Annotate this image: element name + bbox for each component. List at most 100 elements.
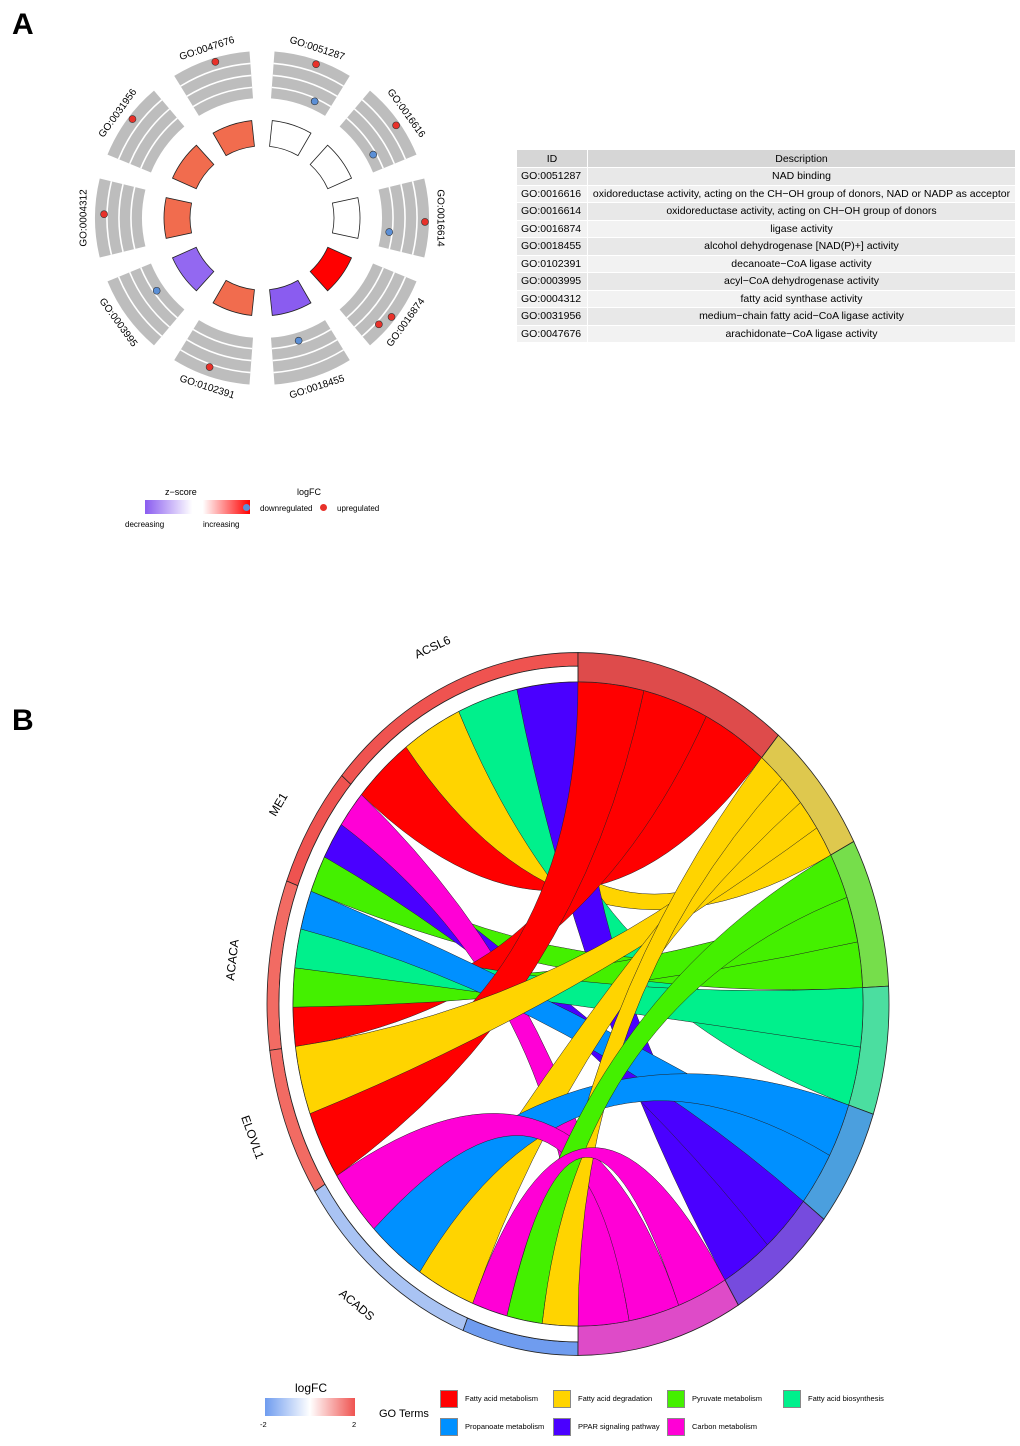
table-row: GO:0004312 fatty acid synthase activity bbox=[517, 289, 1016, 308]
term-grid-line bbox=[346, 117, 384, 169]
term-grid-line bbox=[361, 276, 407, 337]
term-id-label: GO:0016614 bbox=[434, 189, 445, 247]
table-row: GO:0016616 oxidoreductase activity, actin… bbox=[517, 184, 1016, 203]
gene-label: ACACA bbox=[223, 939, 242, 982]
term-grid-line bbox=[180, 349, 251, 374]
term-outer-track bbox=[95, 178, 146, 258]
gene-label: ACSL6 bbox=[412, 633, 453, 662]
go-term-legend-label: Fatty acid biosynthesis bbox=[808, 1394, 884, 1403]
term-grid-line bbox=[346, 267, 384, 319]
table-cell-description: fatty acid synthase activity bbox=[587, 289, 1016, 308]
table-cell-id: GO:0004312 bbox=[517, 289, 588, 308]
zscore-gradient-bar bbox=[145, 500, 250, 514]
term-grid-line bbox=[130, 186, 136, 250]
term-outer-track bbox=[107, 263, 185, 346]
table-cell-description: oxidoreductase activity, acting on CH−OH… bbox=[587, 202, 1016, 220]
table-row: GO:0031956 medium−chain fatty acid−CoA li… bbox=[517, 307, 1016, 325]
gene-logfc-point bbox=[152, 286, 161, 295]
table-cell-id: GO:0047676 bbox=[517, 324, 588, 342]
gene-logfc-point bbox=[128, 115, 137, 123]
chord-logfc-gradient-bar bbox=[265, 1398, 355, 1416]
go-term-legend-label: Propanoate metabolism bbox=[465, 1422, 545, 1431]
term-grid-line bbox=[411, 181, 418, 255]
term-outer-track bbox=[378, 178, 429, 258]
table-header-id: ID bbox=[517, 150, 588, 168]
table-cell-id: GO:0031956 bbox=[517, 307, 588, 325]
gene-logfc-point bbox=[312, 60, 320, 69]
go-term-legend-label: Carbon metabolism bbox=[692, 1422, 758, 1431]
term-zscore-bar bbox=[171, 246, 215, 292]
gene-logfc-point bbox=[387, 313, 396, 321]
term-grid-line bbox=[273, 349, 344, 374]
term-zscore-bar bbox=[269, 120, 312, 157]
table-cell-description: acyl−CoA dehydrogenase activity bbox=[587, 272, 1016, 290]
zscore-decreasing-label: decreasing bbox=[125, 520, 165, 529]
table-cell-id: GO:0016874 bbox=[517, 219, 588, 238]
panel-b-letter: B bbox=[12, 704, 34, 737]
table-header-row: ID Description bbox=[517, 150, 1016, 168]
term-grid-line bbox=[272, 338, 338, 362]
gene-logfc-point bbox=[375, 320, 383, 329]
zscore-increasing-label: increasing bbox=[203, 520, 240, 529]
term-zscore-bar bbox=[269, 279, 312, 316]
table-row: GO:0018455 alcohol dehydrogenase [NAD(P)+… bbox=[517, 237, 1016, 255]
gene-logfc-point bbox=[211, 58, 220, 66]
panel-a-letter: A bbox=[12, 8, 34, 41]
gene-logfc-point bbox=[385, 228, 394, 236]
go-term-table: ID Description GO:0051287 NAD binding GO:… bbox=[517, 150, 1016, 342]
term-id-label: GO:0004312 bbox=[79, 189, 90, 247]
table-row: GO:0016874 ligase activity bbox=[517, 219, 1016, 238]
term-grid-line bbox=[271, 86, 332, 108]
term-grid-line bbox=[128, 108, 171, 165]
upregulated-dot-icon bbox=[320, 504, 327, 511]
logfc-legend-title: logFC bbox=[297, 487, 322, 497]
term-grid-line bbox=[106, 181, 113, 255]
panel-a-legend: z−score decreasing increasing logFC down… bbox=[115, 485, 415, 540]
go-term-swatch-icon bbox=[783, 1390, 801, 1408]
table-header-description: Description bbox=[587, 150, 1016, 168]
term-grid-line bbox=[117, 99, 163, 160]
go-term-legend-label: PPAR signaling pathway bbox=[578, 1422, 660, 1431]
table-cell-id: GO:0102391 bbox=[517, 254, 588, 273]
go-term-legend-label: Fatty acid degradation bbox=[578, 1394, 653, 1403]
go-term-swatch-icon bbox=[667, 1390, 685, 1408]
term-grid-line bbox=[180, 62, 251, 87]
gene-logfc-point bbox=[100, 210, 108, 219]
gene-logfc-point bbox=[310, 97, 319, 106]
panel-b-legend: logFC -2 2 GO Terms Fatty acid metabolis… bbox=[255, 1378, 895, 1442]
table-row: GO:0003995 acyl−CoA dehydrogenase activit… bbox=[517, 272, 1016, 290]
upregulated-label: upregulated bbox=[337, 504, 380, 513]
term-grid-line bbox=[272, 74, 338, 98]
go-term-swatch-icon bbox=[553, 1418, 571, 1436]
table-cell-id: GO:0018455 bbox=[517, 237, 588, 255]
term-zscore-bar bbox=[331, 197, 361, 239]
downregulated-dot-icon bbox=[243, 504, 250, 511]
go-term-legend-label: Fatty acid metabolism bbox=[465, 1394, 538, 1403]
gene-label: ACADS bbox=[336, 1286, 377, 1323]
term-zscore-bar bbox=[163, 197, 193, 239]
gene-logfc-point bbox=[392, 121, 400, 130]
table-cell-description: NAD binding bbox=[587, 167, 1016, 185]
term-zscore-bar bbox=[212, 120, 255, 157]
table-cell-id: GO:0016614 bbox=[517, 202, 588, 220]
go-term-swatch-icon bbox=[440, 1418, 458, 1436]
table-cell-id: GO:0051287 bbox=[517, 167, 588, 185]
term-outer-track bbox=[339, 90, 417, 173]
term-grid-line bbox=[140, 117, 178, 169]
term-grid-line bbox=[128, 271, 171, 328]
term-grid-line bbox=[388, 186, 394, 250]
table-cell-description: decanoate−CoA ligase activity bbox=[587, 254, 1016, 273]
term-outer-track bbox=[339, 263, 417, 346]
table-cell-description: ligase activity bbox=[587, 219, 1016, 238]
gene-logfc-point bbox=[205, 363, 214, 371]
term-grid-line bbox=[186, 74, 252, 98]
term-zscore-bar bbox=[309, 246, 353, 292]
term-grid-line bbox=[117, 276, 163, 337]
table-row: GO:0047676 arachidonate−CoA ligase activi… bbox=[517, 324, 1016, 342]
gene-logfc-point bbox=[421, 218, 429, 226]
term-grid-line bbox=[400, 183, 406, 253]
table-cell-description: alcohol dehydrogenase [NAD(P)+] activity bbox=[587, 237, 1016, 255]
term-grid-line bbox=[140, 267, 178, 319]
term-grid-line bbox=[353, 108, 396, 165]
go-term-swatch-icon bbox=[553, 1390, 571, 1408]
